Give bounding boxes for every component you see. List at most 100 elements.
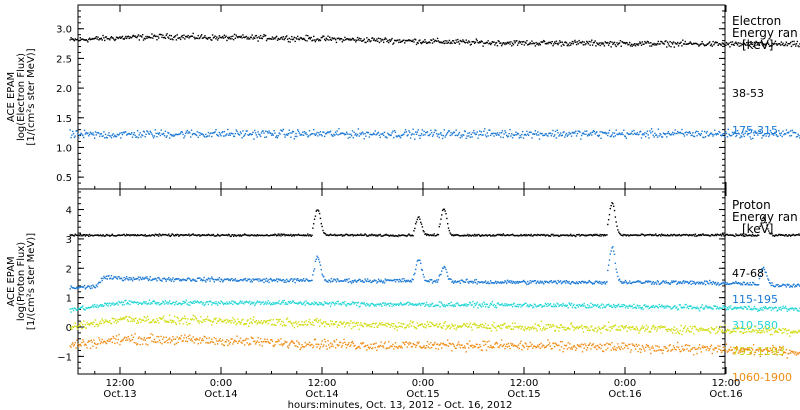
data-point	[442, 208, 445, 211]
data-point	[654, 132, 656, 135]
data-point	[291, 300, 294, 302]
data-point	[162, 317, 164, 319]
data-point	[120, 36, 123, 39]
data-point	[355, 301, 357, 304]
data-point	[276, 302, 279, 304]
data-point	[758, 227, 761, 230]
data-point	[479, 281, 482, 283]
data-point	[159, 317, 162, 319]
data-point	[693, 282, 696, 284]
data-point	[746, 308, 749, 310]
data-point	[415, 43, 418, 46]
data-point	[282, 36, 285, 38]
data-point	[746, 282, 749, 284]
data-point	[786, 235, 788, 237]
data-point	[752, 282, 755, 284]
data-point	[160, 318, 162, 321]
data-point	[427, 280, 430, 282]
data-point	[253, 138, 255, 140]
data-point	[90, 234, 92, 237]
data-point	[719, 44, 722, 46]
data-point	[513, 134, 515, 137]
data-point	[86, 307, 88, 310]
data-point	[213, 36, 215, 38]
data-point	[515, 280, 517, 283]
data-point	[402, 234, 404, 236]
data-point	[536, 43, 538, 46]
data-point	[275, 36, 277, 39]
data-point	[467, 42, 469, 44]
data-point	[186, 129, 189, 132]
series-175-315	[69, 127, 800, 140]
data-point	[80, 132, 82, 134]
data-point	[654, 281, 656, 284]
data-point	[660, 306, 662, 308]
data-point	[534, 304, 537, 306]
data-point	[472, 41, 474, 43]
data-point	[214, 318, 216, 321]
data-point	[530, 233, 532, 236]
data-point	[98, 305, 100, 307]
data-point	[463, 303, 466, 306]
data-point	[686, 234, 688, 236]
data-point	[498, 282, 500, 284]
data-point	[603, 234, 606, 236]
data-point	[499, 282, 501, 284]
data-point	[760, 270, 762, 273]
data-point	[568, 44, 570, 47]
data-point	[460, 134, 462, 136]
data-point	[198, 37, 200, 40]
data-point	[444, 210, 446, 212]
data-point	[441, 134, 443, 136]
data-point	[543, 283, 545, 285]
data-point	[108, 275, 110, 277]
data-point	[207, 319, 210, 321]
data-point	[661, 304, 663, 306]
data-point	[742, 308, 745, 310]
data-point	[390, 134, 392, 136]
data-point	[347, 234, 349, 237]
data-point	[125, 275, 128, 278]
data-point	[382, 134, 385, 137]
data-point	[307, 280, 310, 282]
data-point	[441, 267, 444, 269]
data-point	[230, 35, 232, 38]
data-point	[316, 303, 318, 305]
data-point	[693, 280, 695, 283]
data-point	[503, 304, 505, 307]
data-point	[623, 281, 626, 283]
data-point	[96, 132, 98, 134]
data-point	[505, 303, 508, 305]
data-point	[684, 234, 687, 236]
data-point	[748, 234, 751, 236]
data-point	[234, 278, 237, 280]
data-point	[300, 278, 302, 281]
data-point	[335, 281, 338, 283]
data-point	[667, 43, 670, 45]
data-point	[626, 42, 628, 44]
proton-plot-frame	[77, 188, 726, 375]
data-point	[500, 234, 502, 237]
data-point	[430, 303, 433, 305]
data-point	[482, 235, 484, 237]
data-point	[437, 279, 440, 281]
data-point	[676, 234, 678, 236]
data-point	[661, 42, 664, 44]
data-point	[665, 307, 667, 309]
data-point	[226, 318, 228, 321]
data-point	[312, 132, 314, 135]
data-point	[179, 233, 182, 236]
data-point	[431, 302, 434, 305]
data-point	[359, 234, 361, 236]
data-point	[270, 302, 273, 305]
data-point	[782, 42, 784, 45]
data-point	[762, 134, 764, 137]
legend-item-47-68: 47-68	[732, 267, 764, 280]
data-point	[478, 304, 480, 306]
data-point	[520, 233, 522, 236]
data-point	[97, 131, 99, 134]
data-point	[555, 137, 558, 139]
data-point	[74, 287, 76, 290]
data-point	[171, 319, 173, 322]
data-point	[575, 130, 577, 132]
